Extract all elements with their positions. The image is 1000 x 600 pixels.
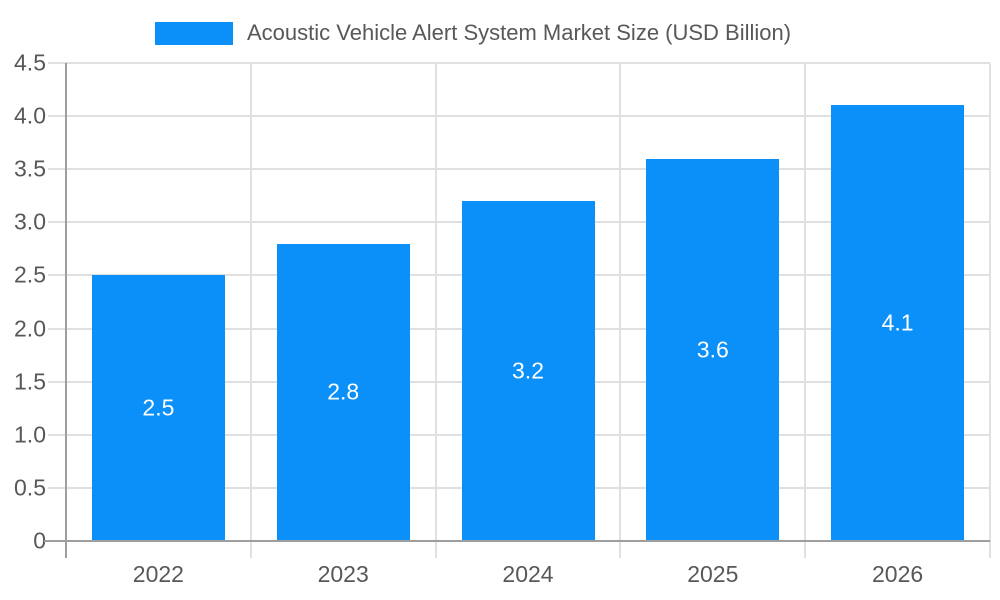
bar-value-label: 3.2 bbox=[512, 357, 544, 384]
y-axis-tick-label: 2.0 bbox=[14, 315, 46, 342]
x-axis-tick-label: 2025 bbox=[687, 561, 739, 587]
y-axis-tick-label: 0.5 bbox=[14, 474, 46, 501]
gridline-vertical bbox=[619, 63, 622, 558]
y-axis-tick-label: 4.0 bbox=[14, 102, 46, 129]
x-axis-tick-label: 2026 bbox=[872, 561, 924, 587]
legend[interactable]: Acoustic Vehicle Alert System Market Siz… bbox=[155, 20, 791, 46]
gridline-horizontal bbox=[48, 168, 990, 171]
y-axis-tick-label: 1.5 bbox=[14, 368, 46, 395]
gridline-horizontal bbox=[48, 62, 990, 64]
y-axis-tick-label: 2.5 bbox=[14, 261, 46, 288]
y-axis-tick-label: 1.0 bbox=[14, 421, 46, 448]
bar-2026[interactable] bbox=[831, 105, 965, 541]
y-axis-line bbox=[65, 63, 67, 558]
bar-value-label: 3.6 bbox=[696, 336, 729, 363]
x-axis-tick-label: 2022 bbox=[132, 561, 184, 587]
bar-value-label: 4.1 bbox=[881, 309, 914, 336]
x-axis-tick-label: 2023 bbox=[317, 561, 369, 587]
gridline-vertical bbox=[434, 63, 437, 558]
bar-2024[interactable] bbox=[461, 201, 595, 541]
gridline-vertical bbox=[804, 63, 807, 558]
bar-2023[interactable] bbox=[276, 243, 410, 541]
gridline-vertical bbox=[989, 63, 991, 558]
legend-label: Acoustic Vehicle Alert System Market Siz… bbox=[247, 20, 792, 45]
legend-swatch[interactable] bbox=[155, 21, 233, 45]
y-axis-tick-label: 3.5 bbox=[14, 155, 46, 182]
bar-value-label: 2.8 bbox=[327, 378, 360, 405]
x-axis-tick-label: 2024 bbox=[502, 561, 554, 587]
bar-2022[interactable] bbox=[91, 275, 225, 541]
bar-value-label: 2.5 bbox=[142, 394, 175, 421]
y-axis-tick-label: 0 bbox=[33, 527, 46, 554]
gridline-horizontal bbox=[48, 115, 990, 118]
y-axis-tick-label: 4.5 bbox=[14, 49, 46, 76]
y-axis-tick-label: 3.0 bbox=[14, 208, 46, 235]
x-axis-line bbox=[44, 540, 990, 542]
bar-2025[interactable] bbox=[646, 158, 780, 541]
gridline-vertical bbox=[249, 63, 252, 558]
